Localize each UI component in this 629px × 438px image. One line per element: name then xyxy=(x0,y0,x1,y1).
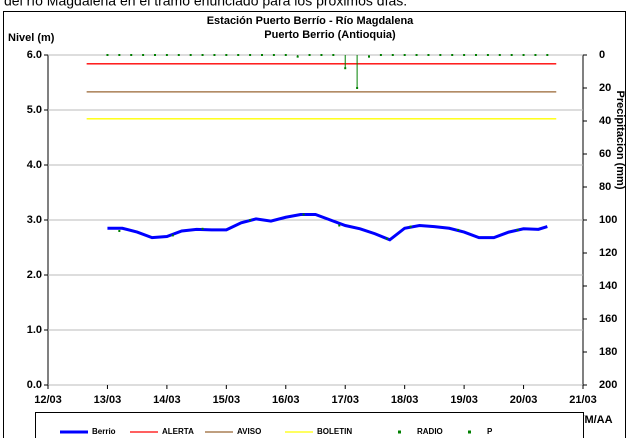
series-dot xyxy=(284,54,287,56)
series-dot xyxy=(415,54,418,56)
series-dot xyxy=(177,54,180,56)
series-dot xyxy=(385,237,388,240)
legend-label: BOLETIN xyxy=(317,427,352,436)
y2-tick-label: 120 xyxy=(599,247,617,259)
series-dot xyxy=(249,54,252,56)
legend-label: Berrio xyxy=(92,427,116,436)
chart-subtitle: Puerto Berrio (Antioquia) xyxy=(264,29,396,41)
series-dot xyxy=(546,54,549,56)
series-dot xyxy=(439,54,442,56)
series-dot xyxy=(516,228,519,231)
y2-tick-label: 60 xyxy=(599,148,611,160)
series-dot xyxy=(391,54,394,56)
series-dot xyxy=(332,54,335,56)
series-dot xyxy=(213,54,216,56)
x-tick-label: 15/03 xyxy=(213,394,241,406)
series-dot xyxy=(534,54,537,56)
legend-swatch xyxy=(398,430,401,434)
legend-label: RADIO xyxy=(417,427,443,436)
y-tick-label: 0.0 xyxy=(27,379,42,391)
legend-box xyxy=(35,412,584,438)
legend-label: ALERTA xyxy=(162,427,194,436)
series-dot xyxy=(130,54,133,56)
y-tick-label: 1.0 xyxy=(27,324,42,336)
series-dot xyxy=(338,224,341,227)
series-dot xyxy=(118,230,121,232)
series-dot xyxy=(451,54,454,56)
x-tick-label: 14/03 xyxy=(153,394,181,406)
x-tick-label: 13/03 xyxy=(94,394,122,406)
series-dot xyxy=(171,234,174,237)
x-tick-label: 12/03 xyxy=(34,394,62,406)
header-text: del río Magdalena en el tramo enunciado … xyxy=(4,0,407,9)
x-tick-label: 19/03 xyxy=(450,394,478,406)
legend-swatch xyxy=(468,430,471,434)
series-dot xyxy=(118,54,121,56)
chart-frame xyxy=(3,11,626,438)
y2-tick-label: 80 xyxy=(599,181,611,193)
y2-tick-label: 140 xyxy=(599,280,617,292)
y-tick-label: 4.0 xyxy=(27,159,42,171)
y2-axis-label: Precipitacion (mm) xyxy=(614,90,626,189)
series-dot xyxy=(189,54,192,56)
series-dot xyxy=(320,54,323,56)
legend-label: P xyxy=(487,427,493,436)
y2-tick-label: 100 xyxy=(599,214,617,226)
series-dot xyxy=(308,54,311,56)
series-dot xyxy=(510,54,513,56)
y-tick-label: 5.0 xyxy=(27,104,42,116)
series-dot xyxy=(106,54,109,56)
series-dot xyxy=(403,54,406,56)
series-dot xyxy=(379,54,382,56)
series-dot xyxy=(522,54,525,56)
y2-tick-label: 20 xyxy=(599,82,611,94)
series-dot xyxy=(427,54,430,56)
y2-tick-label: 160 xyxy=(599,313,617,325)
x-tick-label: 18/03 xyxy=(391,394,419,406)
series-dot xyxy=(142,54,145,56)
series-dot xyxy=(475,54,477,56)
x-tick-label: 21/03 xyxy=(569,394,597,406)
x-tick-label: 16/03 xyxy=(272,394,300,406)
series-dot xyxy=(409,225,412,228)
series-dot xyxy=(225,54,228,56)
series-dot xyxy=(261,54,263,56)
series-dot xyxy=(272,54,275,56)
y2-tick-label: 40 xyxy=(599,115,611,127)
y-tick-label: 6.0 xyxy=(27,49,42,61)
legend-label: AVISO xyxy=(237,427,261,436)
series-dot xyxy=(201,54,204,56)
x-tick-label: 17/03 xyxy=(331,394,359,406)
series-line xyxy=(107,213,548,242)
x-tick-label: 20/03 xyxy=(510,394,538,406)
y2-tick-label: 180 xyxy=(599,346,617,358)
y2-tick-label: 200 xyxy=(599,379,617,391)
series-dot xyxy=(237,54,240,56)
chart-title: Estación Puerto Berrío - Río Magdalena xyxy=(207,15,414,27)
series-dot xyxy=(249,219,252,221)
y-axis-label: Nivel (m) xyxy=(8,32,55,44)
y2-tick-label: 0 xyxy=(599,49,605,61)
series-dot xyxy=(302,213,305,216)
series-dot xyxy=(486,54,489,56)
series-dot xyxy=(201,227,204,230)
series-dot xyxy=(463,54,466,56)
series-dot xyxy=(457,228,460,231)
series-dot xyxy=(498,54,501,56)
y-tick-label: 3.0 xyxy=(27,214,42,226)
y-tick-label: 2.0 xyxy=(27,269,42,281)
series-dot xyxy=(154,54,156,56)
series-dot xyxy=(165,54,168,56)
